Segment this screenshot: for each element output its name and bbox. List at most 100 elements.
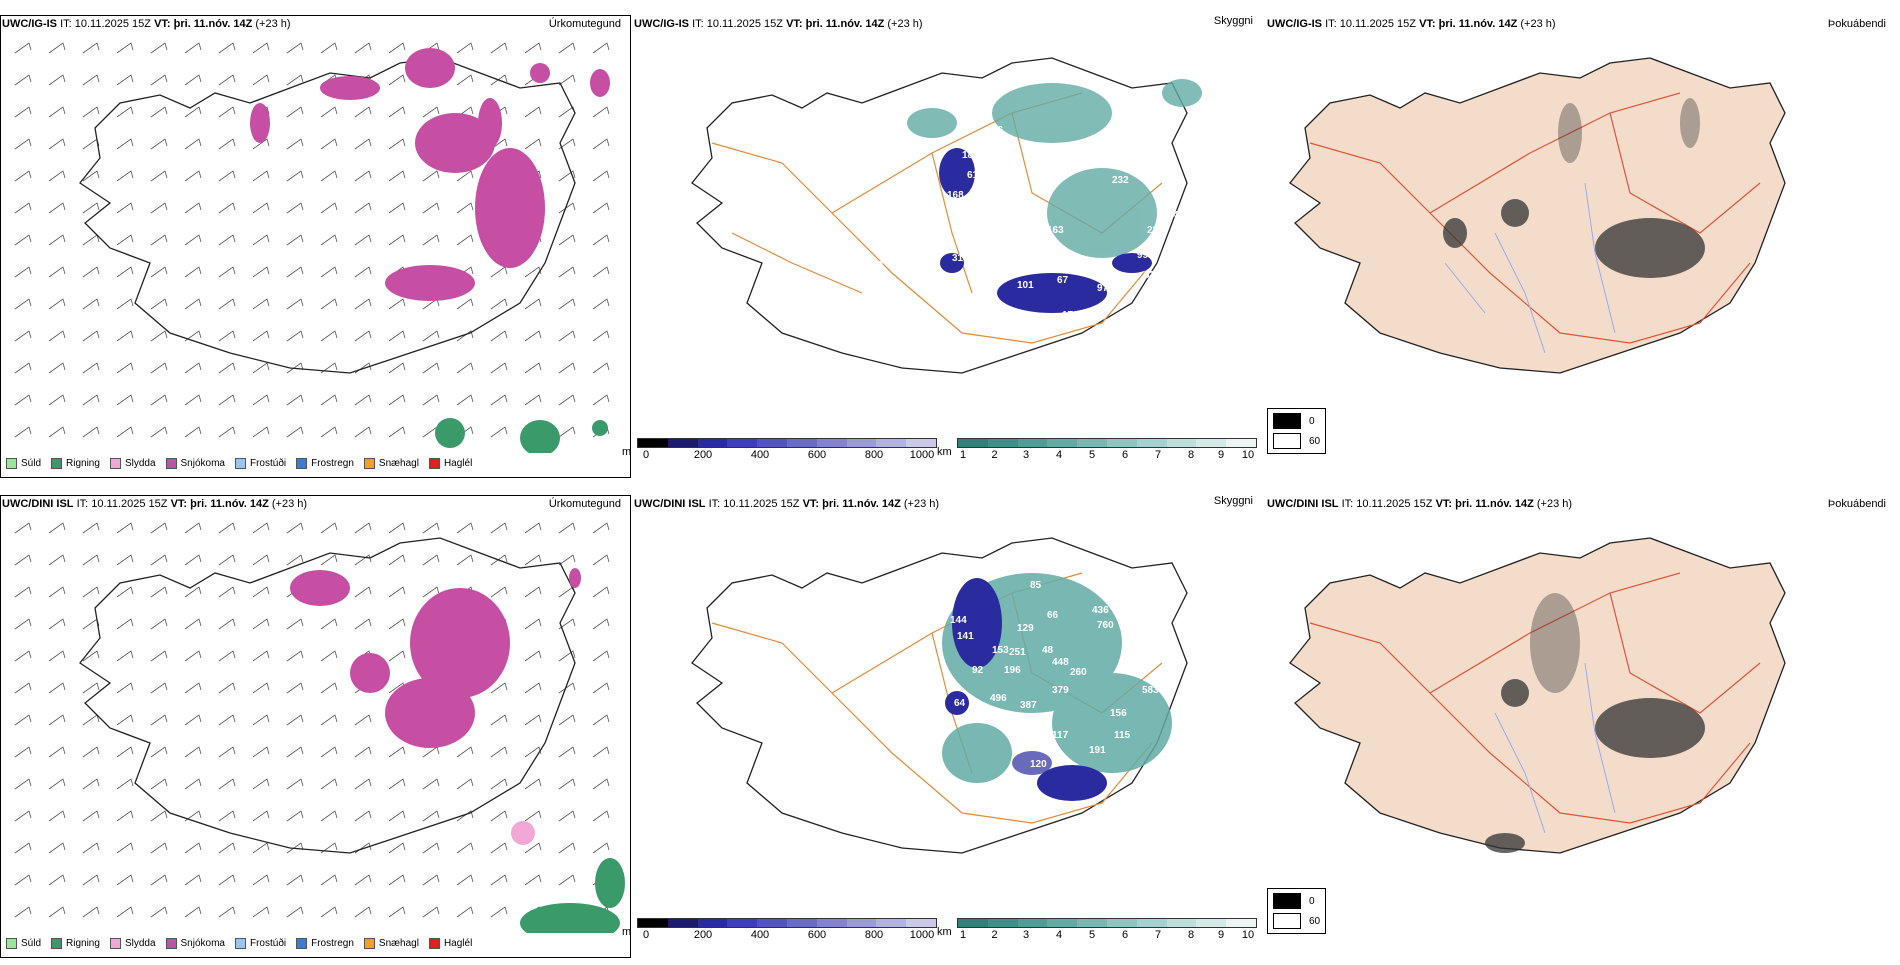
- cloud-label: 141: [957, 631, 974, 642]
- wind-barb: [218, 266, 236, 278]
- cloud-label: 196: [1004, 665, 1021, 676]
- wind-barb: [490, 778, 508, 790]
- cbar-seg: [757, 439, 787, 447]
- wind-barb: [422, 778, 440, 790]
- wind-barb: [558, 42, 576, 54]
- wind-barb: [524, 746, 542, 758]
- wind-barb: [558, 874, 576, 886]
- wind-barb: [388, 650, 406, 662]
- wind-barb: [150, 906, 168, 918]
- cloud-label: 191: [1089, 745, 1106, 756]
- cbar-vis: [957, 918, 1257, 928]
- it-label: IT:: [76, 498, 89, 510]
- wind-barb: [286, 778, 304, 790]
- wind-barb: [456, 74, 474, 86]
- wind-barb: [388, 170, 406, 182]
- wind-barb: [218, 362, 236, 374]
- wind-barb: [184, 746, 202, 758]
- tick: 3: [1022, 929, 1030, 941]
- wind-barb: [354, 906, 372, 918]
- wind-barb: [422, 906, 440, 918]
- wind-barb: [592, 298, 610, 310]
- wind-barb: [320, 394, 338, 406]
- cbar-seg: [958, 439, 988, 447]
- cloud-label: 64: [954, 698, 966, 709]
- wind-barb: [354, 234, 372, 246]
- wind-barb: [422, 362, 440, 374]
- cloud-label: 91: [1127, 155, 1139, 166]
- wind-barb: [116, 618, 134, 630]
- wind-barb: [14, 330, 32, 342]
- cbar-seg: [876, 919, 907, 927]
- legend-item: Snæhagl: [363, 937, 419, 949]
- cloud-label: 48: [1042, 645, 1054, 656]
- wind-barb: [388, 330, 406, 342]
- tick: 8: [1187, 929, 1195, 941]
- wind-barb: [184, 874, 202, 886]
- wind-barb: [524, 138, 542, 150]
- wind-barb: [150, 170, 168, 182]
- it-value: 10.11.2025 15Z: [723, 498, 800, 510]
- wind-barb: [558, 554, 576, 566]
- wind-barb: [184, 618, 202, 630]
- panel-title: Þokuábendi: [1827, 498, 1886, 510]
- wind-barb: [252, 586, 270, 598]
- legend-label: Rigning: [66, 937, 100, 949]
- legend-item: Snæhagl: [363, 457, 419, 469]
- cbar-unit: km: [937, 446, 952, 458]
- wind-barb: [218, 202, 236, 214]
- tick: 1000: [909, 449, 935, 461]
- vt-label: VT:: [802, 498, 820, 510]
- wind-barb: [48, 138, 66, 150]
- wind-barb: [252, 874, 270, 886]
- wind-barb: [82, 234, 100, 246]
- cloud-label: 67: [1057, 275, 1069, 286]
- wind-barb: [184, 842, 202, 854]
- legend-item: Frostregn: [296, 457, 354, 469]
- wind-barb: [116, 874, 134, 886]
- fog-value: 60: [1309, 435, 1321, 447]
- wind-barb: [218, 650, 236, 662]
- wind-barb: [592, 650, 610, 662]
- wind-barb: [14, 778, 32, 790]
- wind-barb: [252, 42, 270, 54]
- cbar-seg: [727, 919, 758, 927]
- wind-barb: [354, 394, 372, 406]
- wind-barb: [456, 394, 474, 406]
- precip-panel-row1: UWC/IG-IS IT: 10.11.2025 15Z VT: þri. 11…: [0, 15, 631, 485]
- wind-barb: [388, 298, 406, 310]
- cbar-seg: [1166, 919, 1197, 927]
- wind-barb: [422, 330, 440, 342]
- wind-barb: [422, 554, 440, 566]
- wind-barb: [252, 330, 270, 342]
- wind-barb: [354, 714, 372, 726]
- cloud-label: 18: [962, 150, 974, 161]
- cbar-seg: [757, 919, 787, 927]
- wind-barb: [184, 554, 202, 566]
- wind-barb: [524, 874, 542, 886]
- wind-barb: [252, 202, 270, 214]
- cloud-panel-row1: UWC/IG-IS IT: 10.11.2025 15Z VT: þri. 11…: [622, 15, 1327, 485]
- wind-barb: [184, 426, 202, 438]
- cloud-label: 16: [1172, 243, 1184, 254]
- model-name: UWC/DINI ISL: [634, 498, 706, 510]
- cloud-label: 13: [872, 260, 884, 271]
- wind-barb: [82, 362, 100, 374]
- wind-barb: [592, 330, 610, 342]
- fog-swatch: [1273, 413, 1301, 429]
- wind-barb: [286, 362, 304, 374]
- wind-barb: [218, 906, 236, 918]
- wind-barb: [252, 778, 270, 790]
- wind-barb: [388, 874, 406, 886]
- tick: 2: [991, 449, 998, 461]
- wind-barb: [116, 138, 134, 150]
- wind-barb: [558, 426, 576, 438]
- wind-barb: [388, 778, 406, 790]
- wind-barb: [48, 682, 66, 694]
- wind-barb: [320, 778, 338, 790]
- wind-barb: [218, 522, 236, 534]
- cloud-label: 129: [1017, 623, 1034, 634]
- cloud-label: 232: [1112, 175, 1129, 186]
- vt-value: þri. 11.nóv. 14Z: [822, 498, 901, 510]
- precip-header: UWC/IG-IS IT: 10.11.2025 15Z VT: þri. 11…: [2, 18, 621, 34]
